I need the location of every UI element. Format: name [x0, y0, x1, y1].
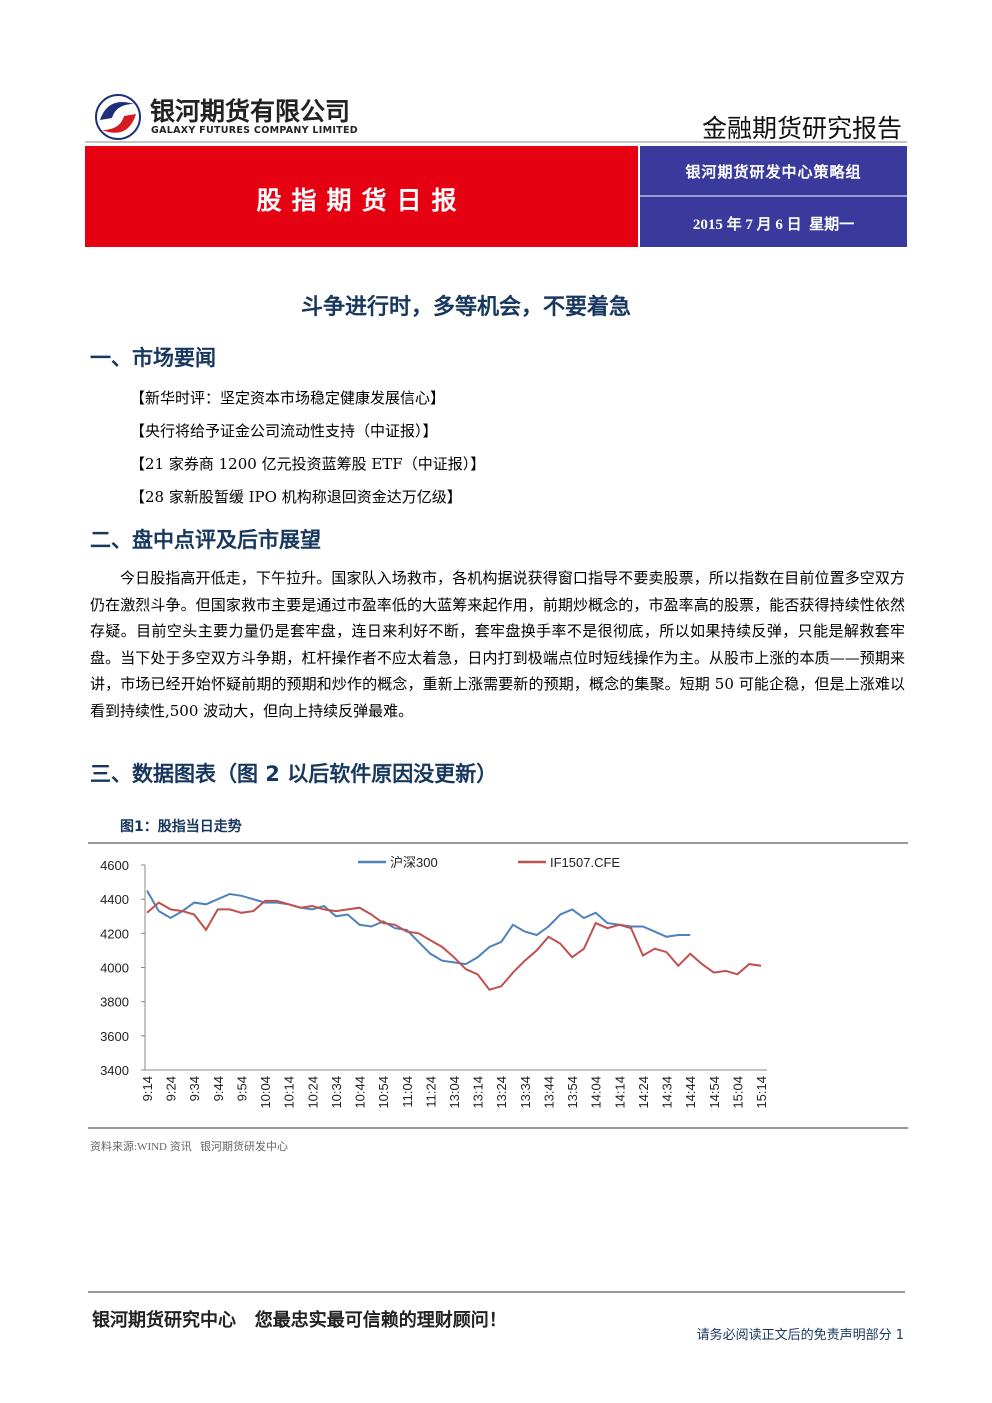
x-tick-label: 10:44	[353, 1076, 368, 1109]
banner-team: 银河期货研发中心策略组	[685, 165, 862, 181]
x-tick-label: 13:14	[471, 1076, 486, 1109]
footer-disclaimer-line: 请务必阅读正文后的免责声明部分 1	[697, 1324, 904, 1343]
paragraph: 今日股指高开低走，下午拉升。国家队入场救市，各机构据说获得窗口指导不要卖股票，所…	[90, 569, 905, 720]
legend-label: IF1507.CFE	[550, 855, 620, 870]
x-tick-label: 9:54	[234, 1076, 249, 1101]
footer-slogan: 银河期货研究中心 您最忠实最可信赖的理财顾问！	[92, 1310, 507, 1331]
y-tick-label: 4600	[100, 858, 129, 873]
logo	[95, 94, 141, 140]
section-heading: 三、数据图表（图 2 以后软件原因没更新）	[90, 762, 498, 786]
x-tick-label: 13:04	[447, 1076, 462, 1109]
figure-caption: 图1：股指当日走势	[120, 819, 242, 835]
x-tick-label: 10:54	[376, 1076, 391, 1109]
y-tick-label: 4400	[100, 892, 129, 907]
x-tick-label: 15:14	[754, 1076, 769, 1109]
y-tick-label: 3800	[100, 995, 129, 1010]
x-tick-label: 14:14	[612, 1076, 627, 1109]
company-name: 银河期货有限公司	[150, 97, 351, 126]
x-tick-label: 9:14	[140, 1076, 155, 1101]
y-tick-label: 3600	[100, 1029, 129, 1044]
x-tick-label: 14:54	[707, 1076, 722, 1109]
x-tick-label: 15:04	[730, 1076, 745, 1109]
x-tick-label: 10:34	[329, 1076, 344, 1109]
x-tick-label: 13:34	[518, 1076, 533, 1109]
x-tick-label: 11:04	[400, 1076, 415, 1108]
x-tick-label: 14:24	[636, 1076, 651, 1109]
legend-label: 沪深300	[390, 855, 438, 870]
x-tick-label: 9:24	[164, 1076, 179, 1101]
x-tick-label: 14:34	[660, 1076, 675, 1109]
x-tick-label: 13:54	[565, 1076, 580, 1109]
figure-source: 资料来源:WIND 资讯 银河期货研发中心	[90, 1141, 288, 1153]
news-item: 【央行将给予证金公司流动性支持（中证报）】	[130, 422, 438, 440]
page-number: 1	[895, 1328, 904, 1343]
x-tick-label: 14:04	[589, 1076, 604, 1109]
news-item: 【21 家券商 1200 亿元投资蓝筹股 ETF（中证报）】	[130, 455, 486, 473]
news-item: 【28 家新股暂缓 IPO 机构称退回资金达万亿级】	[130, 488, 462, 506]
banner-date: 2015 年 7 月 6 日 星期一	[692, 217, 855, 233]
x-tick-label: 10:14	[282, 1076, 297, 1109]
y-tick-label: 3400	[100, 1063, 129, 1078]
headline: 斗争进行时，多等机会，不要着急	[300, 295, 631, 320]
series-line	[146, 890, 691, 966]
footer-disclaimer: 请务必阅读正文后的免责声明部分	[696, 1328, 892, 1343]
x-tick-label: 14:44	[683, 1076, 698, 1109]
x-tick-label: 9:34	[187, 1076, 202, 1101]
banner-title: 股指期货日报	[256, 188, 467, 215]
x-tick-label: 13:24	[494, 1076, 509, 1109]
y-tick-label: 4000	[100, 961, 129, 976]
x-tick-label: 10:04	[258, 1076, 273, 1109]
x-tick-label: 9:44	[211, 1076, 226, 1101]
news-item: 【新华时评：坚定资本市场稳定健康发展信心】	[130, 389, 446, 407]
x-tick-label: 10:24	[305, 1076, 320, 1109]
report-type: 金融期货研究报告	[701, 114, 902, 143]
x-tick-label: 13:44	[541, 1076, 556, 1109]
section-heading: 一、市场要闻	[90, 346, 216, 370]
series-line	[146, 899, 762, 991]
company-name-en: GALAXY FUTURES COMPANY LIMITED	[151, 125, 358, 136]
section-heading: 二、盘中点评及后市展望	[90, 528, 321, 552]
x-tick-label: 11:24	[423, 1076, 438, 1108]
y-tick-label: 4200	[100, 926, 129, 941]
